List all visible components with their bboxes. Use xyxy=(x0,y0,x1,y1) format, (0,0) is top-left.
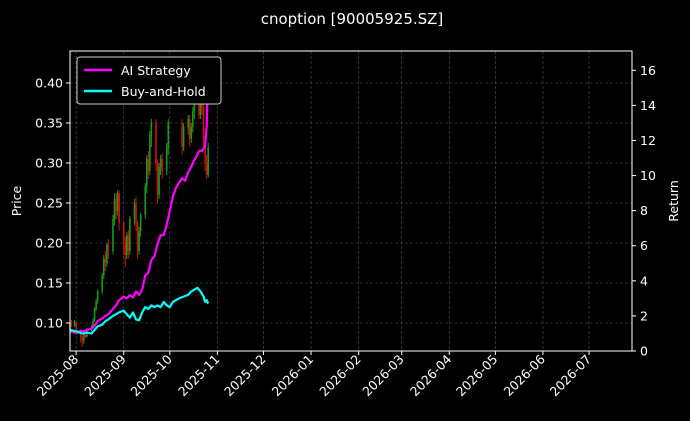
candle-body xyxy=(158,167,160,195)
candle-body xyxy=(116,193,119,211)
candle-body xyxy=(182,127,185,147)
candle-body xyxy=(202,107,205,139)
candle-body xyxy=(118,193,120,223)
chart-title: cnoption [90005925.SZ] xyxy=(261,10,444,28)
candle-body xyxy=(188,119,191,139)
right-tick-label: 14 xyxy=(640,98,656,113)
right-axis-label: Return xyxy=(666,180,681,221)
right-tick-label: 4 xyxy=(640,273,648,288)
candle-body xyxy=(112,219,114,251)
right-tick-label: 12 xyxy=(640,133,656,148)
candle-body xyxy=(113,199,116,219)
candle-body xyxy=(107,244,110,251)
left-tick-label: 0.40 xyxy=(35,76,63,91)
candle-body xyxy=(147,159,150,171)
candle-body xyxy=(127,235,130,251)
candle-body xyxy=(198,103,200,115)
candle-body xyxy=(205,163,208,175)
candle-body xyxy=(129,219,131,251)
candle-body xyxy=(101,275,104,291)
candle-body xyxy=(84,334,87,337)
candle-body xyxy=(96,291,99,301)
left-y-axis: 0.10 0.15 0.20 0.25 0.30 0.35 0.40 xyxy=(35,76,70,331)
buy-and-hold-line xyxy=(69,286,210,335)
candle-body xyxy=(106,244,108,263)
candle-body xyxy=(104,259,107,263)
candle-body xyxy=(150,123,153,135)
candle-body xyxy=(136,223,139,251)
candle-body xyxy=(83,334,85,341)
candle-body xyxy=(115,199,117,211)
right-tick-label: 0 xyxy=(640,344,648,359)
left-tick-label: 0.10 xyxy=(35,316,63,331)
candle-body xyxy=(159,159,162,167)
return-lines xyxy=(69,66,210,335)
left-tick-label: 0.15 xyxy=(35,276,63,291)
candle-body xyxy=(204,139,206,163)
candle-body xyxy=(70,324,73,326)
plot-frame xyxy=(69,50,633,352)
right-tick-label: 16 xyxy=(640,63,656,78)
candle-body xyxy=(145,159,148,187)
right-y-axis: 0 2 4 6 8 10 12 14 16 xyxy=(632,63,656,359)
left-axis-label: Price xyxy=(9,185,24,216)
candle-body xyxy=(102,259,105,275)
candle-body xyxy=(167,123,170,147)
candle-body xyxy=(75,323,77,333)
candle-body xyxy=(79,332,82,339)
legend: AI Strategy Buy-and-Hold xyxy=(76,56,222,105)
candle-body xyxy=(193,103,196,111)
candle-body xyxy=(93,308,96,321)
candle-body xyxy=(124,243,127,255)
candle-body xyxy=(187,119,190,127)
candle-body xyxy=(207,147,209,175)
legend-ai-strategy-label: AI Strategy xyxy=(121,63,191,78)
candle-body xyxy=(95,300,97,309)
left-tick-label: 0.30 xyxy=(35,156,63,171)
legend-box xyxy=(76,56,222,105)
candle-body xyxy=(181,123,183,147)
ai-strategy-line xyxy=(69,66,210,334)
candle-body xyxy=(161,159,163,171)
candle-body xyxy=(165,147,168,171)
candle-body xyxy=(135,203,137,223)
candle-body xyxy=(155,123,157,163)
candle-body xyxy=(144,187,147,215)
candle-body xyxy=(73,321,76,326)
candle-body xyxy=(149,135,151,171)
candle-body xyxy=(190,127,193,139)
left-tick-label: 0.20 xyxy=(35,236,63,251)
right-tick-label: 2 xyxy=(640,308,648,323)
right-tick-label: 8 xyxy=(640,203,648,218)
candle-body xyxy=(156,163,159,195)
left-tick-label: 0.35 xyxy=(35,116,63,131)
left-tick-label: 0.25 xyxy=(35,196,63,211)
candle-body xyxy=(138,231,140,251)
legend-buy-and-hold-label: Buy-and-Hold xyxy=(121,84,206,99)
candle-body xyxy=(122,223,125,243)
candle-body xyxy=(92,320,94,327)
candle-body xyxy=(192,111,194,127)
right-tick-label: 10 xyxy=(640,168,656,183)
candle-body xyxy=(139,215,142,231)
candle-body xyxy=(133,203,136,219)
candle-body xyxy=(81,338,84,341)
right-tick-label: 6 xyxy=(640,238,648,253)
candle-body xyxy=(126,235,128,255)
